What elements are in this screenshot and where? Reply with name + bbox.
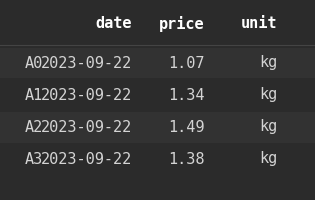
Text: 2023-09-22: 2023-09-22 [41, 152, 132, 166]
Text: 1.49: 1.49 [168, 119, 205, 134]
Text: 2023-09-22: 2023-09-22 [41, 119, 132, 134]
Text: 1.38: 1.38 [168, 152, 205, 166]
FancyBboxPatch shape [0, 112, 315, 142]
Text: kg: kg [259, 88, 277, 102]
FancyBboxPatch shape [0, 144, 315, 174]
Text: price: price [159, 16, 205, 32]
FancyBboxPatch shape [0, 79, 315, 110]
Text: A2: A2 [25, 119, 43, 134]
Text: A3: A3 [25, 152, 43, 166]
Text: kg: kg [259, 55, 277, 71]
Text: date: date [96, 17, 132, 31]
Text: 1.07: 1.07 [168, 55, 205, 71]
FancyBboxPatch shape [0, 47, 315, 78]
Text: unit: unit [241, 17, 277, 31]
Text: kg: kg [259, 152, 277, 166]
Text: A0: A0 [25, 55, 43, 71]
Text: A1: A1 [25, 88, 43, 102]
Text: kg: kg [259, 119, 277, 134]
Text: 2023-09-22: 2023-09-22 [41, 55, 132, 71]
Text: 2023-09-22: 2023-09-22 [41, 88, 132, 102]
Text: 1.34: 1.34 [168, 88, 205, 102]
